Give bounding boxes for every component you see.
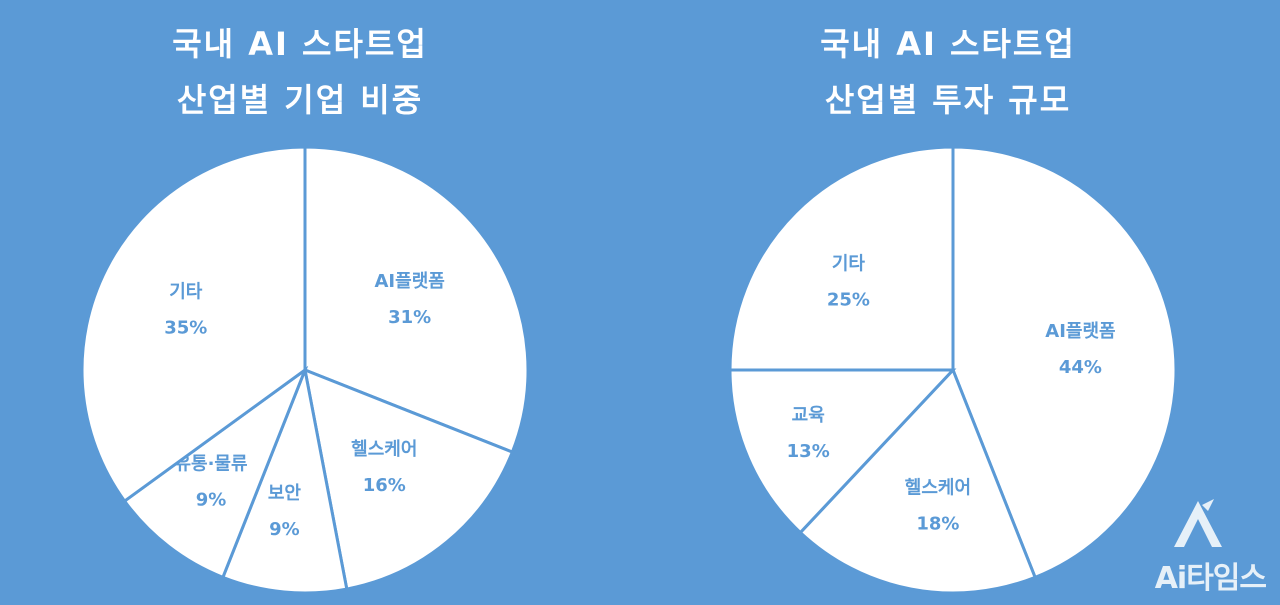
ai-times-logo-text: Ai타임스: [1154, 561, 1267, 596]
pie-slice-1: [303, 367, 515, 591]
pie-slice-3: [728, 145, 955, 372]
pie-slice-2: [728, 368, 957, 535]
pie-slice-0: [951, 145, 1178, 580]
ai-times-logo-icon: [1174, 499, 1222, 547]
slice-label-name: AI플랫폼: [375, 271, 445, 292]
chart-title-line-1: 국내 AI 스타트업: [820, 25, 1076, 63]
chart-title-company-share: 국내 AI 스타트업 산업별 기업 비중: [0, 16, 620, 128]
pie-slice-4: [80, 145, 307, 504]
slice-label-percent: 9%: [196, 490, 227, 511]
pie-slice-0: [303, 145, 530, 455]
slice-label-name: 기타: [169, 281, 203, 302]
slice-label-name: 기타: [832, 253, 866, 274]
slice-label-percent: 44%: [1059, 357, 1102, 378]
slice-label-name: 교육: [792, 405, 825, 426]
ai-times-logo: Ai타임스: [1126, 497, 1267, 597]
slice-label-name: AI플랫폼: [1045, 321, 1115, 342]
slice-label-name: 헬스케어: [351, 439, 417, 460]
chart-title-line-2: 산업별 기업 비중: [176, 81, 424, 119]
pie-slice-2: [220, 364, 349, 595]
slice-label-percent: 25%: [827, 289, 870, 310]
slice-label-percent: 35%: [164, 317, 207, 338]
slice-label-percent: 16%: [363, 475, 406, 496]
chart-title-investment-size: 국내 AI 스타트업 산업별 투자 규모: [628, 16, 1268, 128]
slice-label-name: 헬스케어: [905, 477, 971, 498]
chart-title-line-1: 국내 AI 스타트업: [172, 25, 428, 63]
pie-slice-3: [122, 365, 309, 580]
pie-chart-investment-size: AI플랫폼 44% 헬스케어 18% 교육 13% 기타 25%: [728, 145, 1178, 595]
slice-label-percent: 18%: [916, 513, 959, 534]
slice-label-percent: 9%: [269, 519, 300, 540]
pie-slice-1: [798, 367, 1038, 595]
chart-title-line-2: 산업별 투자 규모: [824, 81, 1072, 119]
slice-label-name: 보안: [268, 483, 302, 504]
slice-label-name: 유통·물류: [174, 454, 247, 475]
slice-label-percent: 31%: [388, 307, 431, 328]
pie-chart-company-share: AI플랫폼 31% 헬스케어 16% 보안 9% 유통·물류 9% 기타 35%: [80, 145, 530, 595]
slice-label-percent: 13%: [787, 441, 830, 462]
